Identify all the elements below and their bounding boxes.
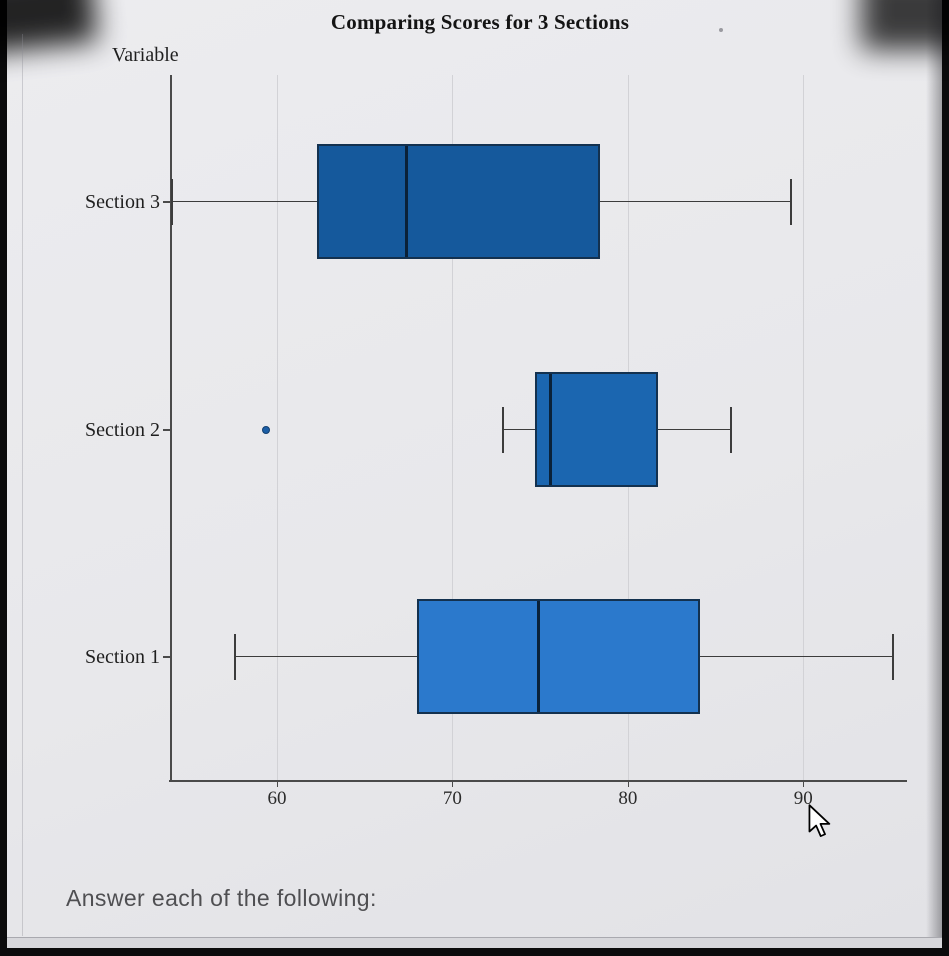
whisker-cap-low-section-2 [502, 406, 505, 453]
y-tick-mark-section-1 [163, 655, 171, 658]
x-tick-label: 80 [618, 788, 638, 809]
dust-speck [719, 28, 723, 32]
x-tick-label: 70 [442, 788, 462, 809]
box-section-2 [534, 372, 658, 488]
y-axis-label: Variable [112, 44, 179, 66]
outlier-point-section-2 [262, 425, 271, 434]
x-tick-mark [627, 780, 629, 787]
median-line-section-3 [405, 146, 409, 258]
mouse-cursor-icon [808, 804, 831, 838]
y-axis-line [170, 75, 172, 782]
whisker-line-low-section-2 [503, 428, 535, 431]
chart-title: Comparing Scores for 3 Sections [330, 10, 630, 34]
category-label-section-3: Section 3 [85, 190, 160, 213]
whisker-line-high-section-2 [657, 428, 732, 431]
whisker-line-low-section-3 [171, 200, 318, 203]
y-tick-mark-section-3 [163, 200, 171, 203]
median-line-section-1 [536, 601, 540, 713]
gridline [277, 75, 278, 780]
photo-shadow-right-edge [926, 0, 942, 948]
box-section-3 [317, 144, 600, 260]
footer-prompt: Answer each of the following: [66, 885, 377, 911]
y-tick-mark-section-2 [163, 428, 171, 431]
whisker-cap-low-section-3 [170, 178, 173, 225]
x-tick-mark [452, 780, 454, 787]
x-tick-mark [277, 780, 278, 787]
category-label-section-2: Section 2 [85, 418, 160, 441]
x-tick-label: 60 [267, 788, 287, 809]
category-label-section-1: Section 1 [85, 645, 160, 668]
bezel-line [22, 34, 23, 936]
x-tick-mark [803, 780, 805, 787]
box-section-1 [417, 599, 700, 715]
whisker-cap-high-section-3 [789, 178, 792, 225]
whisker-cap-high-section-2 [730, 406, 733, 453]
whisker-line-high-section-1 [699, 655, 893, 658]
gridline [452, 75, 454, 780]
x-tick-label: 90 [793, 788, 813, 809]
whisker-line-high-section-3 [599, 200, 791, 203]
whisker-cap-low-section-1 [233, 633, 236, 680]
bottom-band [7, 937, 942, 948]
whisker-line-low-section-1 [234, 655, 418, 658]
x-axis-line [169, 780, 907, 782]
photo-shadow-top-right [861, 0, 949, 50]
gridline [803, 75, 805, 780]
whisker-cap-high-section-1 [891, 633, 894, 680]
median-line-section-2 [549, 374, 553, 486]
